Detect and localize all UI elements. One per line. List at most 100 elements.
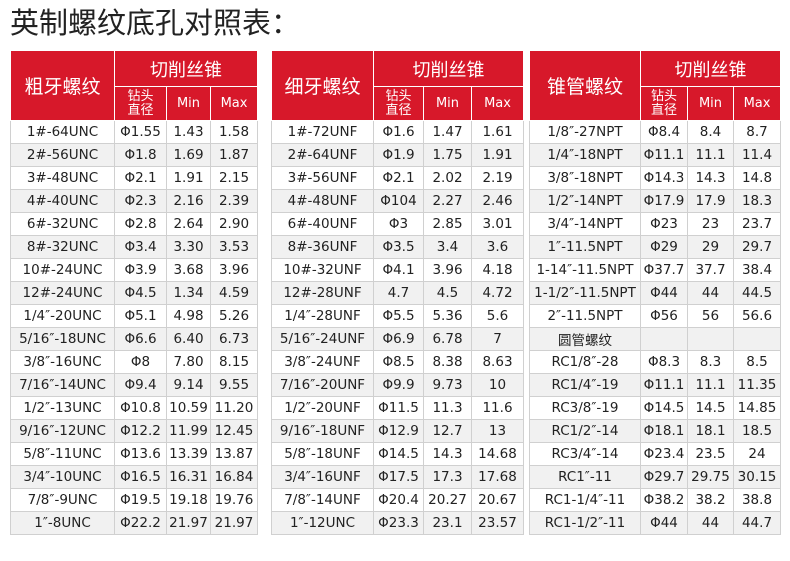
- cell: 20.27: [423, 488, 472, 512]
- data-row: 5/16″-18UNC Φ6.6 6.40 6.73: [10, 327, 259, 351]
- column-header-text: 钻头直径: [650, 88, 677, 118]
- cell: Φ29.7: [640, 465, 688, 489]
- cell: 3/4″-14NPT: [529, 212, 641, 236]
- cell: 7/16″-14UNC: [10, 373, 115, 397]
- cell: 19.18: [166, 488, 211, 512]
- data-row: 1/8″-27NPT Φ8.4 8.4 8.7: [529, 120, 782, 144]
- cell: 17.3: [423, 465, 472, 489]
- cell: 11.1: [687, 373, 734, 397]
- cell: 7/8″-14UNF: [271, 488, 374, 512]
- cell: RC1-1/2″-11: [529, 511, 641, 535]
- data-row: 6#-32UNC Φ2.8 2.64 2.90: [10, 212, 259, 236]
- data-row: 1-14″-11.5NPT Φ37.7 37.7 38.4: [529, 258, 782, 282]
- cell: 5.36: [423, 304, 472, 328]
- cell: 2.46: [470, 189, 525, 213]
- cell: 1.61: [470, 120, 525, 144]
- data-row: 7/16″-20UNF Φ9.9 9.73 10: [271, 373, 525, 397]
- column-header: 钻头直径: [114, 86, 167, 121]
- data-row: 1″-12UNC Φ23.3 23.1 23.57: [271, 511, 525, 535]
- data-row: 1-1/2″-11.5NPT Φ44 44 44.5: [529, 281, 782, 305]
- cell: Φ8.3: [640, 350, 688, 374]
- cell: 16.84: [209, 465, 259, 489]
- cell: 3/4″-10UNC: [10, 465, 115, 489]
- cell: 4.72: [470, 281, 525, 305]
- data-row: 12#-28UNF 4.7 4.5 4.72: [271, 281, 525, 305]
- cell: 23.5: [687, 442, 734, 466]
- cell: 13.39: [166, 442, 211, 466]
- cell: 14.3: [687, 166, 734, 190]
- cell: Φ17.5: [373, 465, 424, 489]
- group-header: 切削丝锥: [113, 50, 259, 87]
- cell: Φ9.9: [373, 373, 424, 397]
- data-row: 2″-11.5NPT Φ56 56 56.6: [529, 304, 782, 328]
- data-row: 3/8″-16UNC Φ8 7.80 8.15: [10, 350, 259, 374]
- cell: 18.1: [687, 419, 734, 443]
- cell: 10#-24UNC: [10, 258, 115, 282]
- cell: 44.7: [732, 511, 782, 535]
- cell: 3.53: [209, 235, 259, 259]
- data-row: 4#-40UNC Φ2.3 2.16 2.39: [10, 189, 259, 213]
- cell: 3/4″-16UNF: [271, 465, 374, 489]
- cell: 1.43: [166, 120, 211, 144]
- cell: 3.6: [470, 235, 525, 259]
- cell: Φ19.5: [114, 488, 167, 512]
- cell: 14.8: [732, 166, 782, 190]
- column-header-text: Min: [176, 96, 201, 111]
- data-row: 7/8″-14UNF Φ20.4 20.27 20.67: [271, 488, 525, 512]
- cell: Φ3.9: [114, 258, 167, 282]
- cell: 1/2″-20UNF: [271, 396, 374, 420]
- cell: 11.4: [732, 143, 782, 167]
- cell: 7: [470, 327, 525, 351]
- data-row: 5/8″-18UNF Φ14.5 14.3 14.68: [271, 442, 525, 466]
- cell: 2.19: [470, 166, 525, 190]
- cell: 1/4″-20UNC: [10, 304, 115, 328]
- cell: RC1/4″-19: [529, 373, 641, 397]
- cell: 10.59: [166, 396, 211, 420]
- column-header: Max: [732, 86, 782, 121]
- cell: 13: [470, 419, 525, 443]
- thread-table: 粗牙螺纹 切削丝锥 钻头直径 Min Max 1#-64UNC Φ1.55 1.43 1.58 2…: [10, 50, 259, 535]
- data-row: 1#-64UNC Φ1.55 1.43 1.58: [10, 120, 259, 144]
- cell: 38.8: [732, 488, 782, 512]
- cell: 7.80: [166, 350, 211, 374]
- empty-cell: [640, 327, 688, 351]
- data-row: RC1-1/2″-11 Φ44 44 44.7: [529, 511, 782, 535]
- cell: 30.15: [732, 465, 782, 489]
- data-row: 3/8″-18NPT Φ14.3 14.3 14.8: [529, 166, 782, 190]
- cell: Φ44: [640, 511, 688, 535]
- cell: 9/16″-12UNC: [10, 419, 115, 443]
- column-header: Min: [166, 86, 211, 121]
- cell: 12.7: [423, 419, 472, 443]
- cell: Φ1.9: [373, 143, 424, 167]
- data-row: 4#-48UNF Φ104 2.27 2.46: [271, 189, 525, 213]
- cell: 23.1: [423, 511, 472, 535]
- cell: 8.4: [687, 120, 734, 144]
- data-row: 7/16″-14UNC Φ9.4 9.14 9.55: [10, 373, 259, 397]
- data-row: 7/8″-9UNC Φ19.5 19.18 19.76: [10, 488, 259, 512]
- data-row: 6#-40UNF Φ3 2.85 3.01: [271, 212, 525, 236]
- cell: 8.3: [687, 350, 734, 374]
- cell: Φ29: [640, 235, 688, 259]
- data-row: RC1/4″-19 Φ11.1 11.1 11.35: [529, 373, 782, 397]
- cell: 11.6: [470, 396, 525, 420]
- cell: 6.78: [423, 327, 472, 351]
- data-row: 12#-24UNC Φ4.5 1.34 4.59: [10, 281, 259, 305]
- data-row: 10#-24UNC Φ3.9 3.68 3.96: [10, 258, 259, 282]
- cell: 17.9: [687, 189, 734, 213]
- table-header: 细牙螺纹: [271, 50, 374, 121]
- cell: Φ18.1: [640, 419, 688, 443]
- cell: 2.90: [209, 212, 259, 236]
- cell: 3#-48UNC: [10, 166, 115, 190]
- cell: 3.68: [166, 258, 211, 282]
- cell: Φ8.5: [373, 350, 424, 374]
- cell: 56.6: [732, 304, 782, 328]
- cell: 4#-40UNC: [10, 189, 115, 213]
- cell: 18.5: [732, 419, 782, 443]
- cell: 29: [687, 235, 734, 259]
- data-row: 1/4″-20UNC Φ5.1 4.98 5.26: [10, 304, 259, 328]
- column-header: Max: [470, 86, 525, 121]
- column-header-text: 钻头直径: [385, 88, 412, 118]
- cell: 2.39: [209, 189, 259, 213]
- data-row: 9/16″-12UNC Φ12.2 11.99 12.45: [10, 419, 259, 443]
- cell: Φ12.2: [114, 419, 167, 443]
